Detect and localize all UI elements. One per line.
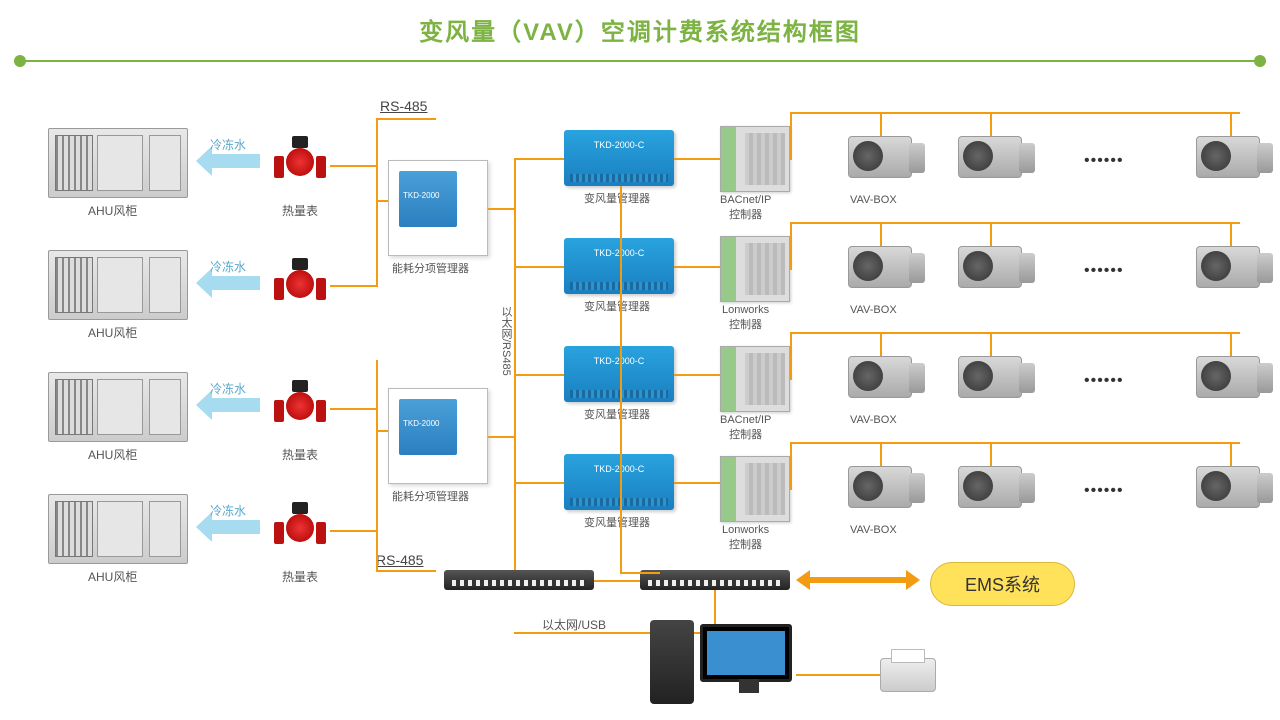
ahu-label: AHU风柜 [88,446,137,463]
vav-manager-label: 变风量管理器 [584,298,650,314]
heat-meter [272,386,328,436]
controller-label: BACnet/IP 控制器 [720,414,771,442]
controller [720,456,790,522]
ahu-label: AHU风柜 [88,202,137,219]
heat-meter [272,264,328,314]
bus-label: 以太网/RS485 [498,306,514,376]
vav-box-label: VAV-BOX [850,304,897,316]
rs485-label: RS-485 [376,552,423,568]
vav-manager-label: 变风量管理器 [584,406,650,422]
ems-system: EMS系统 [930,562,1075,606]
vav-box [958,246,1022,288]
ellipsis: •••••• [1084,482,1124,500]
ellipsis: •••••• [1084,262,1124,280]
ahu-unit [48,128,188,198]
heat-meter-label: 热量表 [282,446,318,463]
heat-meter-label: 热量表 [282,202,318,219]
energy-manager [388,388,488,484]
vav-box-label: VAV-BOX [850,414,897,426]
vav-box [1196,466,1260,508]
heat-meter [272,142,328,192]
vav-manager [564,346,674,402]
heat-meter-label: 热量表 [282,568,318,585]
vav-box [1196,136,1260,178]
ahu-unit [48,372,188,442]
energy-manager-label: 能耗分项管理器 [392,260,469,276]
bidirectional-arrow [808,577,908,583]
vav-box [848,246,912,288]
ellipsis: •••••• [1084,372,1124,390]
vav-box [958,356,1022,398]
ahu-label: AHU风柜 [88,568,137,585]
network-switch [640,570,790,590]
ethernet-usb-label: 以太网/USB [542,616,606,633]
controller [720,346,790,412]
pc-tower-icon [650,620,694,704]
controller-label: BACnet/IP 控制器 [720,194,771,222]
controller [720,126,790,192]
heat-meter [272,508,328,558]
diagram-canvas: AHU风柜 冷冻水 热量表 AHU风柜 冷冻水 AHU风柜 冷冻水 热量表 AH… [0,60,1280,720]
vav-manager [564,454,674,510]
vav-box [958,136,1022,178]
ahu-unit [48,250,188,320]
vav-manager [564,238,674,294]
controller-label: Lonworks 控制器 [722,304,769,332]
ahu-label: AHU风柜 [88,324,137,341]
vav-box-label: VAV-BOX [850,194,897,206]
network-switch [444,570,594,590]
energy-manager-label: 能耗分项管理器 [392,488,469,504]
vav-box [848,136,912,178]
vav-box [848,466,912,508]
printer-icon [880,658,936,692]
vav-manager-label: 变风量管理器 [584,514,650,530]
ahu-unit [48,494,188,564]
energy-manager [388,160,488,256]
vav-box-label: VAV-BOX [850,524,897,536]
vav-manager-label: 变风量管理器 [584,190,650,206]
rs485-label: RS-485 [380,98,427,114]
controller [720,236,790,302]
vav-manager [564,130,674,186]
controller-label: Lonworks 控制器 [722,524,769,552]
pc-monitor-icon [700,624,792,682]
ellipsis: •••••• [1084,152,1124,170]
page-title: 变风量（VAV）空调计费系统结构框图 [0,0,1280,55]
vav-box [848,356,912,398]
vav-box [958,466,1022,508]
vav-box [1196,356,1260,398]
vav-box [1196,246,1260,288]
